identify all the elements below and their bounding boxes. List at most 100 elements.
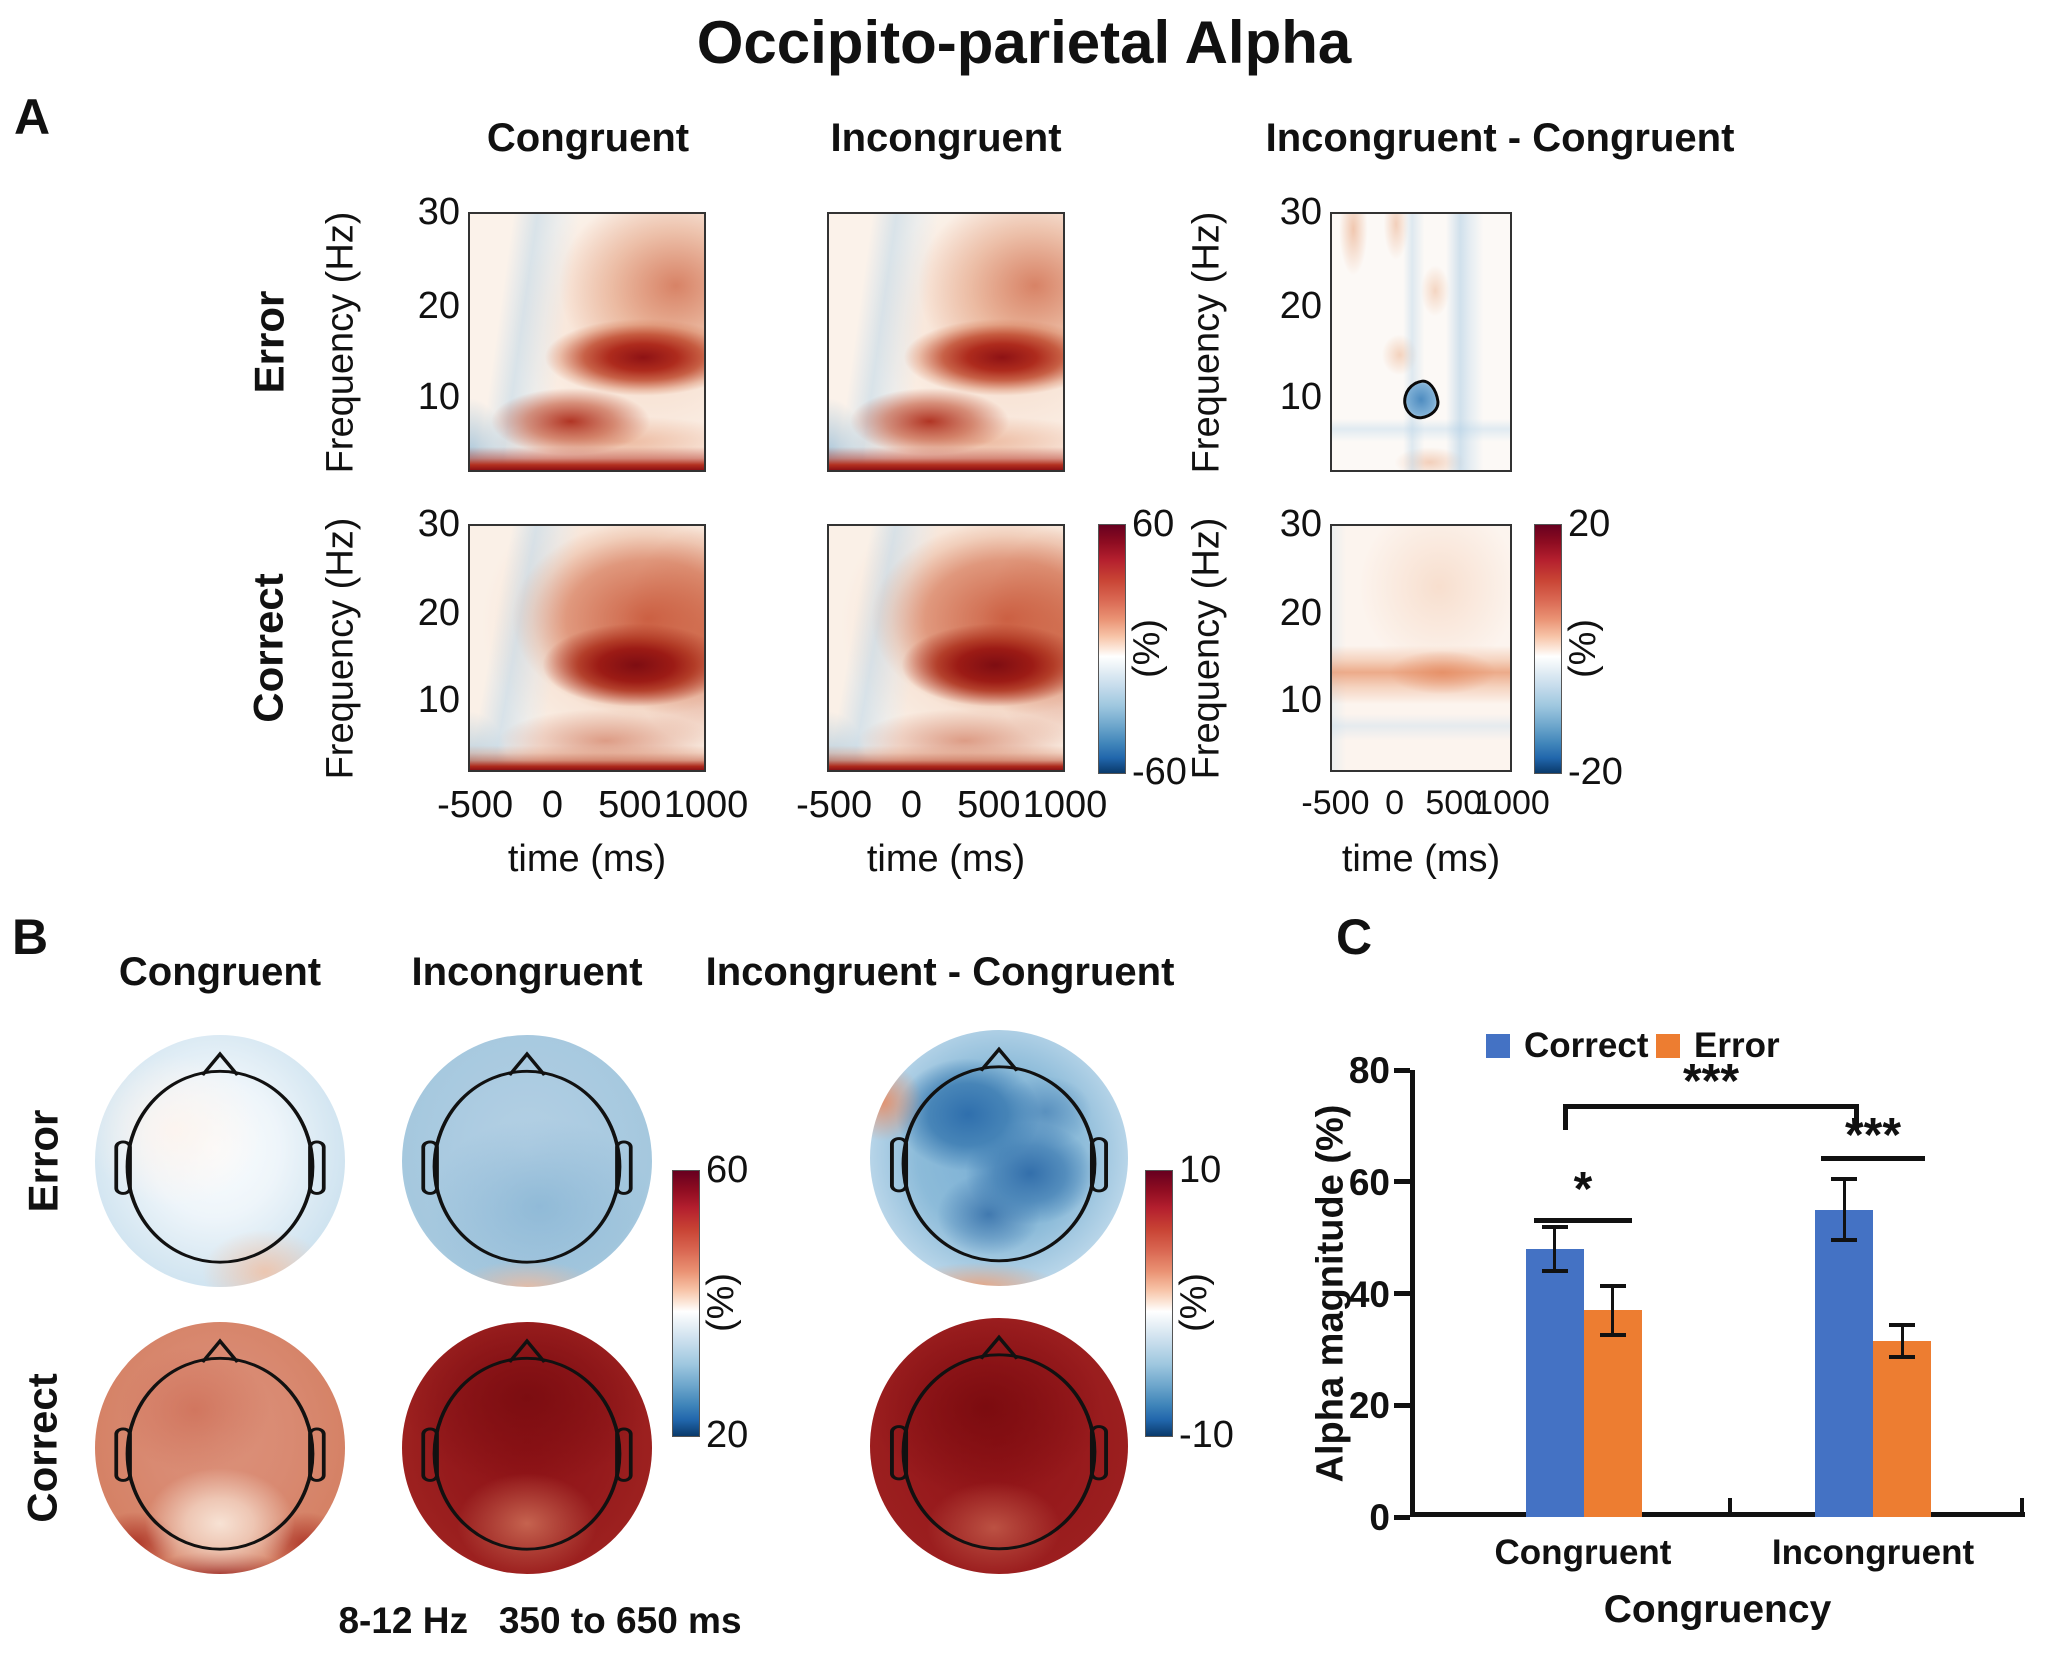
bar-error-congruent [1583,1310,1642,1517]
x-tick-label: 0 [541,784,564,826]
freq-ticks: 30 20 10 [386,505,460,772]
c-y-tick-mark [1394,1067,1410,1073]
colorbar-unit-label: (%) [1173,1272,1216,1332]
x-tick-label: -500 [437,784,514,826]
freq-axis-label: Frequency (Hz) [1185,517,1228,779]
x-tick-label: 0 [1385,784,1405,822]
c-y-tick-label: 60 [1348,1161,1390,1203]
time-ticks: -500 0 500 1000 [437,784,748,832]
error-bar-cap-bottom [1599,1332,1626,1337]
sig-bracket-top [1563,1104,1859,1109]
topo-field [402,1035,652,1287]
colorbar-max-label: 60 [706,1149,749,1191]
error-bar-cap-top [1831,1177,1857,1182]
error-bar-whisker [1611,1285,1614,1336]
panel-a-label: A [14,89,51,145]
head-outline-icon [421,1338,633,1551]
freq-axis-label: Frequency (Hz) [1185,211,1228,473]
head-outline-icon [114,1051,326,1264]
legend-item-correct: Correct [1486,1028,1648,1063]
c-y-tick-label: 40 [1348,1273,1390,1315]
sig-bracket-right-end [1854,1104,1859,1130]
freq-ticks: 30 20 10 [1250,193,1322,472]
c-y-tick-mark [1394,1179,1410,1185]
sig-bracket-left-end [1563,1104,1568,1130]
error-bar-whisker [1900,1324,1904,1358]
error-bar-cap-bottom [1831,1237,1857,1242]
y-tick-label: 10 [417,679,460,722]
y-tick-label: 20 [1279,592,1322,635]
x-tick-label: 500 [957,784,1021,826]
legend-item-error: Error [1656,1028,1780,1063]
topo-field [870,1318,1128,1574]
x-tick-label: 500 [1425,784,1483,822]
legend-swatch-error [1656,1033,1680,1058]
c-category-label-congruent: Congruent [1494,1533,1672,1572]
colorbar-min-label: -20 [1568,751,1623,793]
y-tick-label: 10 [1279,679,1322,722]
c-x-tick-mark [1728,1498,1732,1512]
topo-field [95,1322,345,1574]
panel-a-header-congruent: Congruent [486,116,690,160]
y-tick-label: 30 [1279,503,1322,545]
x-tick-label: -500 [1301,784,1370,822]
freq-ticks: 30 20 10 [386,193,460,472]
colorbar-difference-a [1534,524,1562,774]
x-tick-label: 1000 [1474,784,1550,822]
y-tick-label: 20 [1279,284,1322,327]
colorbar-conditions-b [672,1170,700,1437]
panel-c-label: C [1336,909,1373,965]
c-y-tick-mark [1394,1291,1410,1296]
y-tick-label: 30 [417,191,460,233]
head-outline-icon [114,1338,326,1551]
colorbar-min-label: -10 [1179,1414,1234,1456]
sig-star-between: *** [1682,1055,1740,1108]
panel-a-row-label-error: Error [245,290,293,394]
panel-b-header-congruent: Congruent [118,950,322,994]
legend-label-correct: Correct [1524,1026,1649,1065]
figure-title: Occipito-parietal Alpha [696,9,1352,76]
sig-star-congruent: * [1573,1163,1593,1216]
error-bar-cap-top [1599,1283,1626,1288]
topo-field [870,1030,1128,1286]
tf-plot-correct-incongruent [827,524,1065,772]
significant-cluster-contour [1400,378,1442,422]
y-tick-label: 10 [1279,375,1322,418]
colorbar-min-label: -60 [1132,751,1187,793]
bar-error-incongruent [1873,1340,1931,1517]
y-tick-label: 30 [417,503,460,545]
colorbar-conditions-a [1098,524,1126,774]
panel-b-header-incongruent: Incongruent [411,950,643,994]
x-tick-label: 0 [900,784,923,826]
y-tick-label: 30 [1279,191,1322,233]
panel-a-row-label-correct: Correct [245,573,293,723]
c-y-tick-label: 0 [1369,1497,1390,1538]
c-plot-area [1410,1070,2025,1517]
c-y-tick-mark [1394,1402,1410,1408]
colorbar-unit-label: (%) [1126,618,1169,678]
freq-ticks: 30 20 10 [1250,505,1322,772]
tf-plot-correct-difference [1330,524,1512,772]
c-category-label-incongruent: Incongruent [1771,1533,1975,1572]
c-y-tick-mark [1394,1514,1410,1520]
head-outline-icon [421,1051,633,1264]
topo-field [95,1035,345,1287]
topo-field [402,1322,652,1574]
c-y-tick-label: 20 [1348,1385,1390,1427]
error-bar-whisker [1553,1226,1556,1272]
time-ticks: -500 0 500 1000 [796,784,1107,832]
panel-b-row-label-correct: Correct [19,1373,67,1523]
x-tick-label: 1000 [663,784,749,826]
colorbar-difference-b [1145,1170,1173,1437]
error-bar-cap-bottom [1889,1355,1915,1360]
topo-correct-incongruent [402,1322,652,1574]
time-axis-label: time (ms) [866,838,1026,880]
legend-label-error: Error [1694,1026,1780,1065]
colorbar-max-label: 10 [1179,1149,1222,1191]
bar-correct-incongruent [1815,1209,1873,1517]
x-tick-label: 1000 [1022,784,1108,826]
panel-a-header-difference: Incongruent - Congruent [1265,116,1735,160]
topo-error-congruent [95,1035,345,1287]
panel-b-label: B [12,909,49,965]
